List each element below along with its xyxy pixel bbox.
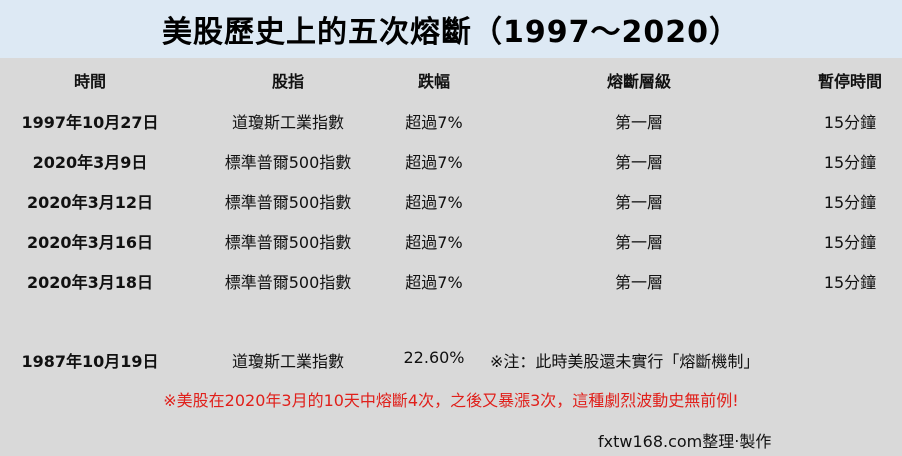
row-index: 標準普爾500指數 — [224, 233, 352, 252]
row-halt: 15分鐘 — [823, 233, 877, 252]
footnote: ※美股在2020年3月的10天中熔斷4次，之後又暴漲3次，這種劇烈波動史無前例! — [163, 391, 739, 410]
row-index: 標準普爾500指數 — [224, 153, 352, 172]
row-date: 2020年3月18日 — [27, 273, 153, 292]
extra-row-note: ※注：此時美股還未實行「熔斷機制」 — [490, 352, 760, 371]
row-drop: 超過7% — [405, 113, 463, 132]
row-index: 標準普爾500指數 — [224, 193, 352, 212]
header-date: 時間 — [73, 72, 107, 91]
row-date: 2020年3月16日 — [27, 233, 153, 252]
row-drop: 超過7% — [405, 153, 463, 172]
credit-text: fxtw168.com整理‧製作 — [598, 432, 772, 451]
row-drop: 超過7% — [405, 193, 463, 212]
title-bar: 美股歷史上的五次熔斷（1997～2020） — [0, 0, 902, 58]
row-level: 第一層 — [614, 273, 664, 292]
row-level: 第一層 — [614, 113, 664, 132]
row-index: 標準普爾500指數 — [224, 273, 352, 292]
row-index: 道瓊斯工業指數 — [231, 113, 345, 132]
row-date: 2020年3月12日 — [27, 193, 153, 212]
header-index: 股指 — [271, 72, 305, 91]
extra-row-index: 道瓊斯工業指數 — [231, 352, 345, 371]
row-level: 第一層 — [614, 233, 664, 252]
page-title: 美股歷史上的五次熔斷（1997～2020） — [162, 15, 740, 50]
row-level: 第一層 — [614, 153, 664, 172]
row-drop: 超過7% — [405, 233, 463, 252]
extra-row-drop: 22.60% — [403, 348, 465, 367]
row-date: 1997年10月27日 — [21, 113, 159, 132]
row-drop: 超過7% — [405, 273, 463, 292]
row-level: 第一層 — [614, 193, 664, 212]
row-halt: 15分鐘 — [823, 153, 877, 172]
row-halt: 15分鐘 — [823, 273, 877, 292]
extra-row-date: 1987年10月19日 — [21, 352, 159, 371]
row-halt: 15分鐘 — [823, 113, 877, 132]
row-halt: 15分鐘 — [823, 193, 877, 212]
header-level: 熔斷層級 — [606, 72, 672, 91]
row-date: 2020年3月9日 — [32, 153, 148, 172]
header-drop: 跌幅 — [417, 72, 451, 91]
header-halt: 暫停時間 — [817, 72, 883, 91]
